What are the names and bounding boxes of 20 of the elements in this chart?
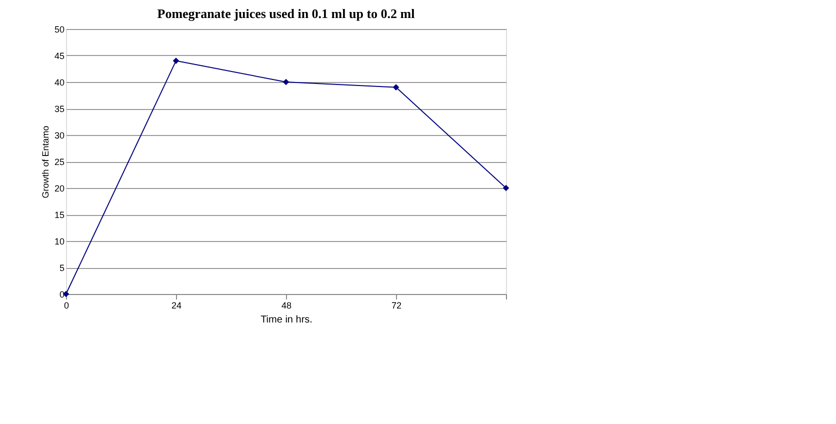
y-tick-label: 35 — [54, 104, 64, 114]
point — [392, 84, 400, 90]
x-axis-title: Time in hrs. — [260, 314, 312, 326]
y-tick-label: 30 — [54, 130, 64, 140]
y-tick-label: 45 — [54, 51, 64, 61]
y-tick-label: 10 — [54, 236, 64, 246]
y-tick-label: 40 — [54, 78, 64, 88]
y-tick-label: 5 — [59, 263, 64, 273]
chart-title: Pomegranate juices used in 0.1 ml up to 0.2 ml — [157, 6, 416, 21]
x-tick-label: 72 — [391, 300, 402, 310]
y-tick-label: 15 — [54, 210, 64, 220]
y-tick-label: 20 — [54, 184, 64, 194]
y-tick-label: 25 — [54, 157, 64, 167]
x-tick-label: 48 — [281, 300, 292, 310]
point — [282, 78, 290, 86]
x-tick-label: 24 — [171, 300, 182, 310]
y-tick-label: 50 — [54, 24, 64, 34]
point — [172, 58, 180, 64]
y-axis-title: Growth of Entamo — [40, 126, 50, 198]
point — [502, 184, 510, 192]
